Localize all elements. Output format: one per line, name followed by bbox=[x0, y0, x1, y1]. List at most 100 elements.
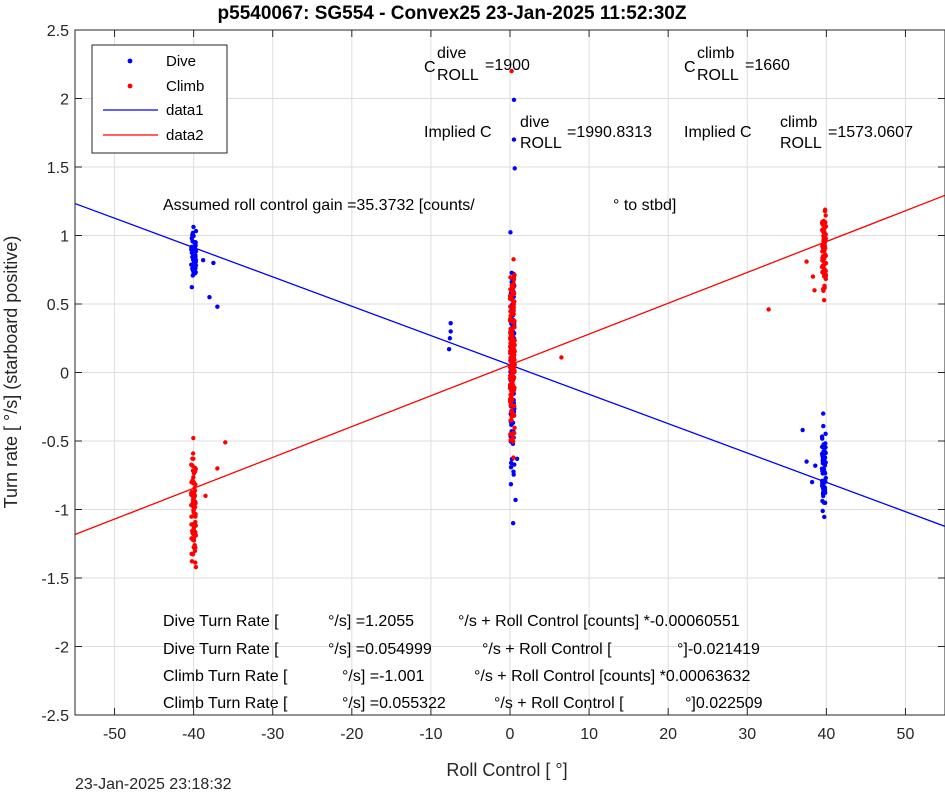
equation-3-part-a: Climb Turn Rate [ bbox=[163, 668, 288, 685]
point-climb bbox=[822, 207, 828, 212]
equation-4-part-b: °/s] =0.055322 bbox=[342, 695, 446, 712]
point-dive bbox=[821, 411, 826, 416]
point-climb bbox=[508, 313, 513, 318]
c-roll-dive-sup: dive bbox=[437, 45, 466, 62]
point-dive bbox=[448, 329, 453, 334]
point-climb bbox=[203, 493, 208, 498]
y-tick-label: 0 bbox=[60, 366, 69, 383]
x-tick-label: -20 bbox=[340, 726, 363, 743]
point-climb bbox=[510, 439, 516, 444]
c-roll-dive-annotation: C dive ROLL =1900 bbox=[424, 45, 530, 84]
c-roll-climb-sup: climb bbox=[697, 45, 734, 62]
implied-climb-value: =1573.0607 bbox=[828, 124, 913, 141]
point-dive bbox=[211, 260, 216, 266]
point-climb bbox=[512, 324, 517, 330]
c-roll-dive-sub: ROLL bbox=[437, 67, 479, 84]
y-tick-label: 0.5 bbox=[47, 297, 69, 314]
data-points bbox=[189, 68, 829, 570]
point-dive bbox=[511, 137, 517, 142]
point-climb bbox=[821, 270, 827, 276]
x-tick-label: 0 bbox=[506, 726, 515, 743]
figure-timestamp: 23-Jan-2025 23:18:32 bbox=[75, 776, 232, 792]
equation-3-part-b: °/s] =-1.001 bbox=[342, 668, 425, 685]
c-roll-dive-symbol: C bbox=[424, 59, 436, 76]
legend-label-dive: Dive bbox=[166, 53, 196, 70]
equation-2-part-a: Dive Turn Rate [ bbox=[163, 641, 279, 658]
point-climb bbox=[510, 376, 515, 382]
c-roll-dive-value: =1900 bbox=[485, 57, 530, 74]
point-dive bbox=[447, 336, 453, 341]
point-climb bbox=[510, 284, 516, 289]
roll-gain-degrees: ° to stbd] bbox=[613, 197, 676, 214]
point-dive bbox=[508, 465, 514, 470]
point-climb bbox=[823, 213, 828, 218]
point-climb bbox=[820, 286, 826, 292]
x-tick-label: -40 bbox=[182, 726, 205, 743]
implied-climb-prefix: Implied C bbox=[684, 124, 752, 141]
point-climb bbox=[193, 466, 198, 472]
x-tick-label: 40 bbox=[817, 726, 835, 743]
point-dive bbox=[193, 263, 199, 268]
point-dive bbox=[190, 238, 195, 244]
point-climb bbox=[189, 514, 194, 519]
point-climb bbox=[822, 261, 827, 267]
point-climb bbox=[508, 330, 514, 335]
point-climb bbox=[510, 435, 516, 440]
point-climb bbox=[189, 462, 194, 467]
point-dive bbox=[822, 479, 827, 485]
implied-dive-sub: ROLL bbox=[520, 135, 562, 152]
point-climb bbox=[559, 355, 564, 360]
implied-c-roll-dive-annotation: Implied C dive ROLL =1990.8313 bbox=[424, 114, 652, 152]
legend-label-climb: Climb bbox=[166, 78, 204, 95]
point-dive bbox=[193, 257, 198, 263]
legend-label-data1: data1 bbox=[166, 102, 204, 119]
point-climb bbox=[191, 525, 197, 530]
point-climb bbox=[507, 296, 513, 301]
point-climb bbox=[191, 435, 196, 441]
c-roll-climb-sub: ROLL bbox=[697, 67, 739, 84]
point-climb bbox=[510, 289, 515, 294]
point-climb bbox=[189, 522, 194, 527]
point-climb bbox=[820, 219, 825, 224]
point-dive bbox=[512, 462, 517, 467]
chart-title: p5540067: SG554 - Convex25 23-Jan-2025 1… bbox=[218, 3, 687, 24]
point-dive bbox=[508, 482, 514, 487]
point-dive bbox=[822, 455, 828, 460]
point-dive bbox=[513, 497, 518, 503]
fit-equations: Dive Turn Rate [ °/s] =1.2055 °/s + Roll… bbox=[163, 613, 763, 712]
point-dive bbox=[821, 442, 826, 447]
y-axis-label: Turn rate [ °/s] (starboard positive) bbox=[1, 236, 21, 509]
point-climb bbox=[509, 398, 514, 404]
point-dive bbox=[800, 427, 805, 433]
equation-1-part-c: °/s + Roll Control [counts] *-0.00060551 bbox=[458, 613, 740, 630]
implied-dive-value: =1990.8313 bbox=[567, 124, 652, 141]
point-climb bbox=[511, 301, 517, 307]
point-climb bbox=[511, 430, 517, 436]
implied-c-roll-climb-annotation: Implied C climb ROLL =1573.0607 bbox=[684, 114, 913, 152]
equation-3-part-c: °/s + Roll Control [counts] *0.00063632 bbox=[474, 668, 750, 685]
point-climb bbox=[821, 253, 827, 259]
point-dive bbox=[822, 514, 827, 520]
point-climb bbox=[191, 532, 196, 537]
legend-label-data2: data2 bbox=[166, 127, 204, 144]
point-climb bbox=[215, 466, 220, 471]
x-tick-label: -30 bbox=[261, 726, 284, 743]
point-dive bbox=[200, 257, 206, 263]
point-climb bbox=[193, 512, 198, 517]
point-climb bbox=[511, 346, 516, 351]
point-climb bbox=[512, 425, 517, 430]
point-dive bbox=[508, 230, 513, 235]
x-tick-label: 50 bbox=[897, 726, 915, 743]
point-dive bbox=[511, 97, 517, 103]
point-dive bbox=[823, 450, 828, 456]
point-dive bbox=[514, 456, 520, 462]
point-climb bbox=[511, 403, 517, 409]
point-climb bbox=[509, 408, 514, 413]
point-climb bbox=[509, 412, 515, 418]
point-climb bbox=[193, 482, 198, 487]
point-dive bbox=[193, 270, 198, 275]
point-dive bbox=[189, 285, 195, 290]
point-dive bbox=[823, 431, 828, 437]
y-tick-label: -2 bbox=[55, 640, 69, 657]
point-dive bbox=[820, 468, 825, 474]
